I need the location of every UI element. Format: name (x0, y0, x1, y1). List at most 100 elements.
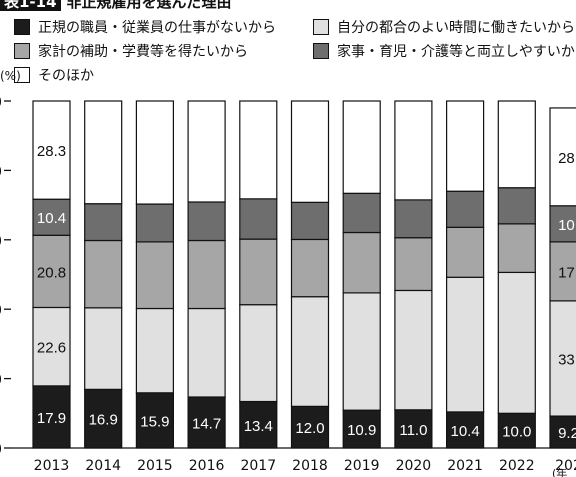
data-label-2016-s0: 14.7 (192, 415, 221, 432)
data-label-2013-s0: 17.9 (37, 410, 66, 427)
bar-segment-2017-s4 (239, 100, 278, 200)
legend-item-household-support: 家計の補助・学費等を得たいから (14, 42, 248, 60)
bar-segment-2013-s0 (32, 385, 71, 449)
bar-segment-2022-s1 (497, 271, 536, 414)
data-label-2014-s0: 16.9 (89, 412, 118, 429)
legend-swatch (313, 43, 329, 59)
bar-segment-2018-s0 (290, 405, 330, 449)
data-label-2023-s3: 10. (558, 217, 576, 234)
data-label-2017-s0: 13.4 (244, 418, 273, 435)
bar-segment-2019-s4 (342, 100, 381, 194)
bar-segment-2017-s2 (239, 238, 278, 306)
bar-segment-2019-s3 (342, 192, 381, 234)
bar-segment-2013-s3 (32, 198, 71, 236)
x-tick-label: 2017 (240, 458, 276, 474)
y-tick-label: 0 (0, 371, 2, 389)
bar-segment-2018-s1 (290, 296, 330, 407)
bar-segment-2022-s3 (497, 187, 536, 225)
bar-segment-2020-s1 (394, 289, 433, 411)
data-label-2019-s0: 10.9 (347, 422, 376, 439)
bar-segment-2014-s1 (84, 307, 123, 390)
y-tick-label: 0 (0, 162, 2, 180)
bar-segment-2019-s1 (342, 292, 381, 411)
data-label-2021-s0: 10.4 (450, 423, 479, 440)
data-label-2023-s0: 9.2 (558, 425, 576, 442)
data-label-2013-s1: 22.6 (37, 340, 66, 357)
bar-segment-2022-s2 (497, 223, 536, 274)
bar-segment-2019-s2 (342, 231, 381, 294)
bar-segment-2017-s3 (239, 198, 278, 240)
bar-segment-2015-s2 (135, 241, 174, 310)
bar-segment-2017-s1 (239, 304, 278, 403)
x-axis-unit: (年 (552, 466, 567, 477)
bar-segment-2023-s1 (549, 300, 576, 417)
bar-segment-2022-s0 (497, 412, 536, 449)
x-tick-label: 2022 (499, 458, 535, 474)
bar-segment-2021-s3 (446, 190, 485, 228)
legend-label: 家計の補助・学費等を得たいから (38, 44, 248, 60)
data-label-2023-s1: 33. (558, 351, 576, 368)
bar-segment-2023-s2 (549, 241, 576, 302)
bar-segment-2015-s3 (135, 203, 174, 243)
data-label-2013-s3: 10.4 (37, 210, 66, 227)
bar-segment-2018-s3 (290, 201, 330, 241)
title-text: 非正規雇用を選んだ理由 (66, 0, 232, 11)
x-tick-label: 2018 (292, 458, 328, 474)
legend-label: 家事・育児・介護等と両立しやすいから (337, 44, 576, 60)
bar-segment-2021-s0 (446, 411, 485, 449)
x-tick-label: 2016 (189, 458, 225, 474)
chart-title: 表1-14 非正規雇用を選んだ理由 (0, 0, 232, 11)
bar-segment-2020-s3 (394, 199, 433, 239)
legend-label: そのほか (38, 68, 94, 84)
x-tick-label: 2014 (85, 458, 121, 474)
x-tick-label: 2020 (396, 458, 432, 474)
legend-label: 正規の職員・従業員の仕事がないから (38, 20, 276, 36)
bar-segment-2016-s4 (187, 100, 226, 203)
bar-segment-2023-s4 (549, 107, 576, 207)
bar-segment-2017-s0 (239, 400, 278, 449)
bar-segment-2020-s0 (394, 409, 433, 449)
x-tick-label: 202 (555, 458, 576, 474)
bar-segment-2014-s0 (84, 388, 123, 449)
legend-item-no-regular-job: 正規の職員・従業員の仕事がないから (14, 18, 276, 36)
bar-segment-2014-s4 (84, 100, 123, 205)
bar-segment-2013-s1 (32, 306, 71, 387)
bar-segment-2016-s0 (187, 396, 226, 449)
bar-segment-2020-s2 (394, 237, 433, 292)
x-tick-label: 2013 (34, 458, 70, 474)
figure-label: 表1-14 (0, 0, 61, 11)
bar-segment-2021-s4 (446, 100, 485, 192)
legend-swatch (14, 67, 30, 83)
legend-swatch (14, 19, 30, 35)
y-axis-unit: (%) (0, 69, 21, 83)
legend-label: 自分の都合のよい時間に働きたいから (337, 20, 575, 36)
x-tick-label: 2015 (137, 458, 173, 474)
y-tick-label: 0 (0, 440, 2, 458)
data-label-2020-s0: 11.0 (399, 422, 427, 439)
bar-segment-2020-s4 (394, 100, 433, 201)
bar-segment-2018-s2 (290, 238, 330, 298)
bar-segment-2015-s1 (135, 307, 174, 394)
bar-segment-2013-s2 (32, 234, 71, 309)
bar-segment-2014-s3 (84, 203, 123, 242)
legend-item-housework-balance: 家事・育児・介護等と両立しやすいから (313, 42, 576, 60)
data-label-2022-s0: 10.0 (502, 424, 531, 441)
x-tick-label: 2019 (344, 458, 380, 474)
data-label-2013-s4: 28.3 (37, 143, 66, 160)
legend-swatch (313, 19, 329, 35)
legend-swatch (14, 43, 30, 59)
bar-segment-2021-s1 (446, 276, 485, 413)
data-label-2013-s2: 20.8 (37, 264, 66, 281)
bar-segment-2013-s4 (32, 100, 71, 200)
bar-segment-2022-s4 (497, 100, 536, 189)
bar-segment-2018-s4 (290, 100, 330, 203)
x-tick-label: 2021 (447, 458, 483, 474)
y-tick-label: 0 (0, 93, 2, 111)
bar-segment-2016-s1 (187, 307, 226, 398)
data-label-2018-s0: 12.0 (295, 420, 324, 437)
y-tick-label: 0 (0, 301, 2, 319)
y-tick-label: 0 (0, 232, 2, 250)
bar-segment-2014-s2 (84, 239, 123, 309)
data-label-2023-s2: 17. (558, 264, 576, 281)
